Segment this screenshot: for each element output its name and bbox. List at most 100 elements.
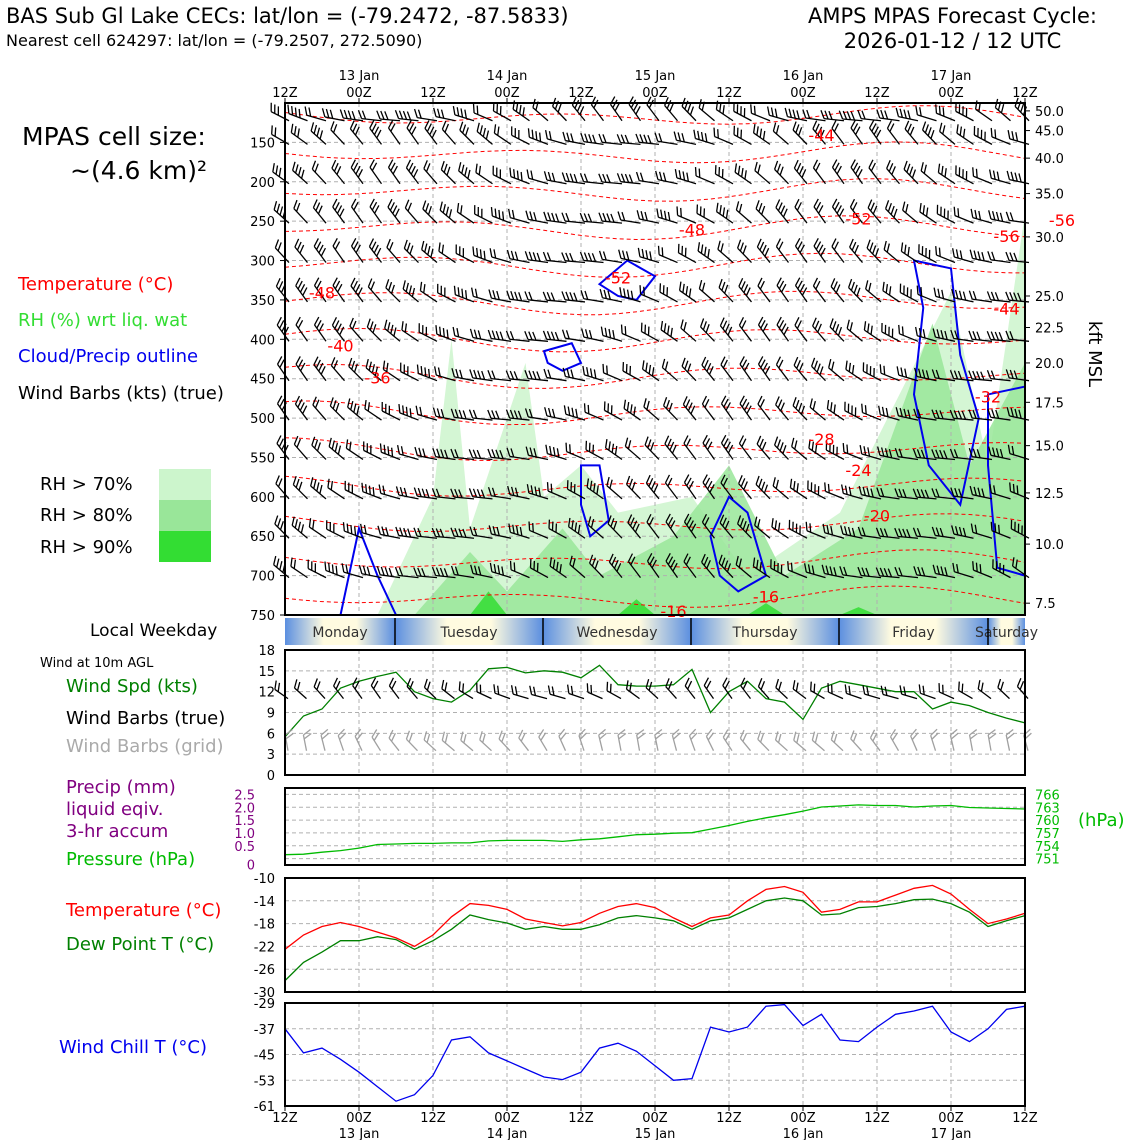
wind-barb-flag <box>334 320 340 329</box>
wind-barb-flag <box>371 201 378 211</box>
wind-barb-flag <box>277 518 282 528</box>
wind-barb-flag <box>919 203 922 213</box>
wind-barb-flag <box>725 441 731 450</box>
wind-barb <box>913 566 937 579</box>
wind-barb <box>474 205 493 224</box>
wind-barb-flag <box>516 170 519 180</box>
wind10-barb-grid-flag <box>689 728 697 737</box>
wind10-barb-grid-staff <box>617 734 622 751</box>
wind-barb-flag <box>783 326 789 336</box>
wind-barb-flag <box>988 169 992 179</box>
wind-barb <box>567 517 586 539</box>
wind-barb-flag <box>942 125 946 135</box>
wind10-barb-true-staff <box>388 685 400 700</box>
wind10-barb-grid-flag <box>617 729 626 736</box>
wind-barb <box>470 287 493 303</box>
wind-barb-flag <box>854 244 859 254</box>
wind-barb <box>951 525 974 539</box>
wind10-barb-true <box>899 685 918 700</box>
wind-barb-flag <box>329 522 331 531</box>
wind-barb-flag <box>850 159 856 168</box>
wind-barb-flag <box>883 365 886 375</box>
wind-barb-flag <box>355 284 361 293</box>
wind-barb-flag <box>931 449 936 458</box>
wind-barb-flag <box>756 238 762 248</box>
wind-barb-flag <box>308 518 312 528</box>
wind-barb-flag <box>384 111 389 120</box>
wind-barb-flag <box>460 108 464 118</box>
wind-barb-flag <box>517 410 523 420</box>
wind-barb <box>720 474 734 500</box>
wind-barb-flag <box>738 558 742 568</box>
wind-barb <box>295 356 309 382</box>
wind-barb-flag <box>968 370 973 380</box>
wind-barb-flag <box>957 410 963 420</box>
wind-barb <box>433 366 456 382</box>
wind-barb-flag <box>666 287 669 297</box>
wind-barb-flag <box>406 111 412 121</box>
wind-barb-flag <box>586 367 589 377</box>
wind10-barb-grid-flag <box>814 734 819 744</box>
wind-barb-flag <box>313 356 319 366</box>
wind-barb-flag <box>739 518 744 527</box>
wind-barb-flag <box>316 280 322 290</box>
wind-barb-flag <box>403 527 408 537</box>
wind-barb <box>698 279 715 303</box>
wind-barb-flag <box>667 477 673 487</box>
wind-barb <box>419 281 438 303</box>
bottom-time-label: 12Z <box>272 1111 298 1126</box>
wind-barb-flag <box>386 238 391 248</box>
wind-barb-flag <box>331 440 335 450</box>
wind-barb-flag <box>916 449 922 459</box>
wind-barb <box>738 475 752 500</box>
wind-barb-flag <box>579 106 585 115</box>
dewpoint-label: Dew Point T (°C) <box>66 934 215 955</box>
wind-barb-flag <box>606 476 610 486</box>
wind10-barb-true-flag <box>980 682 984 692</box>
wind10-barb-true-flag <box>813 683 816 693</box>
wind-barb <box>1011 557 1030 579</box>
wind-barb-flag <box>355 165 361 175</box>
wind-barb-flag <box>332 277 338 286</box>
wind-barb-flag <box>688 480 694 490</box>
wind-barb-flag <box>781 283 787 293</box>
wind-barb-flag <box>552 447 556 457</box>
wind-barb-flag <box>813 198 819 208</box>
wind-barb-flag <box>383 444 386 454</box>
wind-panel-frame <box>284 649 1026 776</box>
wind-barb-flag <box>583 173 589 183</box>
wind-barb-flag <box>742 520 747 530</box>
wind-barb-flag <box>761 441 767 451</box>
temperature-contour-label: -24 <box>845 461 871 480</box>
precip-label: Precip (mm) <box>66 777 176 798</box>
wind-barb-flag <box>898 528 903 538</box>
wind-barb-flag <box>705 324 710 333</box>
wind-barb-flag <box>561 252 566 262</box>
weekday-label-saturday: Saturday <box>975 625 1038 641</box>
wind-barb-flag <box>546 331 552 340</box>
precip-label-3: 3-hr accum <box>66 821 169 842</box>
wind10-barb-true-staff <box>901 693 918 700</box>
wind-barb-flag <box>869 242 874 252</box>
wind-barb-flag <box>813 237 819 247</box>
wind-barb-flag <box>875 527 881 537</box>
wind-barb-flag <box>843 526 848 536</box>
wind-barb-flag <box>556 561 559 571</box>
wind10-barb-grid-flag <box>460 731 464 741</box>
wind-barb-flag <box>294 238 300 248</box>
wind10-barb-true-staff <box>939 691 955 700</box>
wind-barb-flag <box>992 170 996 180</box>
wind-barb-flag <box>422 448 426 458</box>
wind-barb-flag <box>543 171 548 181</box>
wind-barb-flag <box>548 131 552 141</box>
wind-barb-flag <box>697 130 700 140</box>
wind-barb-flag <box>617 211 622 221</box>
wind-barb-flag <box>633 102 639 112</box>
wind-barb-flag <box>526 484 530 494</box>
wind-barb-flag <box>907 246 910 256</box>
wind-barb-flag <box>495 410 500 420</box>
wind-barb <box>350 198 364 224</box>
bottom-time-label: 12Z <box>420 1111 446 1126</box>
wind-barb-flag <box>536 371 541 381</box>
wind10-barb-grid <box>889 729 900 752</box>
